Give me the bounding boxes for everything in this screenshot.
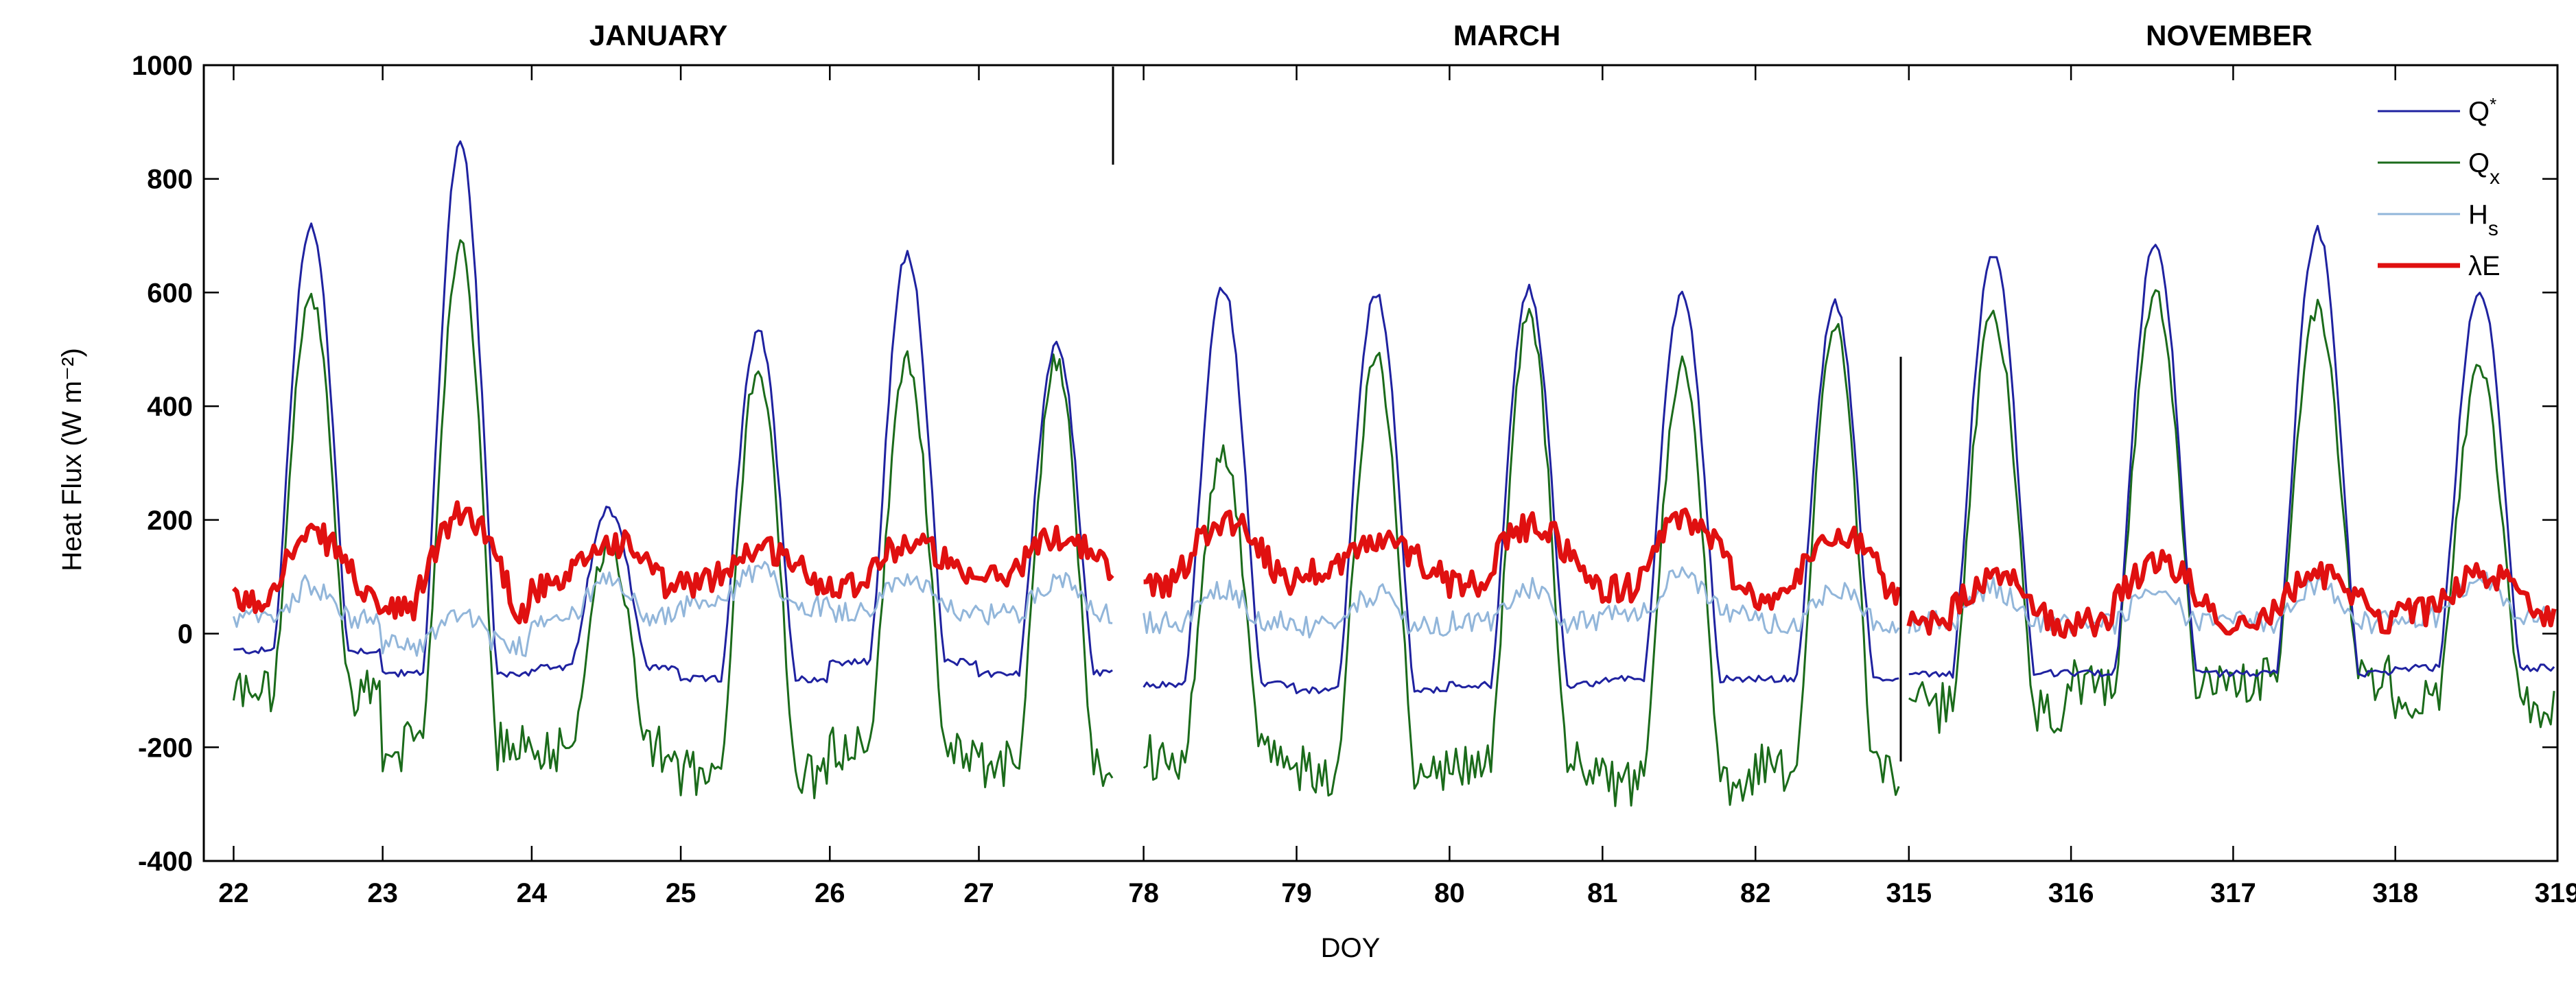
x-tick-label: 23 <box>367 878 398 908</box>
x-tick-label: 318 <box>2372 878 2418 908</box>
series-line-qstar-november <box>1908 224 2555 679</box>
x-axis-label: DOY <box>1321 933 1381 963</box>
y-axis-label: Heat Flux (W m⁻²) <box>57 348 87 571</box>
y-tick-label: -200 <box>138 733 193 763</box>
y-tick-label: 1000 <box>132 51 193 81</box>
legend-label: λE <box>2468 251 2501 281</box>
x-tick-label: 80 <box>1434 878 1465 908</box>
x-tick-label: 25 <box>666 878 696 908</box>
x-tick-label: 317 <box>2210 878 2256 908</box>
legend-label: Qx <box>2468 148 2500 189</box>
panel-title: JANUARY <box>589 19 727 51</box>
x-tick-label: 78 <box>1128 878 1159 908</box>
x-tick-label: 315 <box>1886 878 1932 908</box>
y-tick-label: 800 <box>147 165 193 195</box>
y-tick-label: 0 <box>178 619 193 650</box>
x-tick-label: 79 <box>1281 878 1312 908</box>
y-tick-label: 200 <box>147 506 193 536</box>
plot-area: 1000 800 600 400 200 0 -200 -400 JANUARY 22 23 24 25… <box>132 19 2576 908</box>
series-line-qstar-march <box>1143 283 1899 694</box>
series-line-qx-november <box>1908 289 2555 734</box>
series-line-qx-january <box>232 239 1114 799</box>
axes-frame <box>202 64 2559 862</box>
panel-title: MARCH <box>1453 19 1560 51</box>
x-tick-label: 316 <box>2048 878 2094 908</box>
x-tick-label: 24 <box>517 878 548 908</box>
series-line-qx-march <box>1143 307 1900 807</box>
legend-label: Q* <box>2468 94 2496 127</box>
series-line-qstar-january <box>233 140 1113 683</box>
series-line-hs-november <box>1908 571 2555 636</box>
series-line-le-march <box>1143 507 1901 611</box>
series-line-hs-march <box>1143 566 1900 639</box>
y-tick-label: -400 <box>138 847 193 877</box>
y-tick-label: 600 <box>147 278 193 308</box>
x-tick-label: 82 <box>1740 878 1771 908</box>
panel-title: NOVEMBER <box>2146 19 2312 51</box>
x-tick-label: 27 <box>963 878 994 908</box>
x-tick-label: 319 <box>2535 878 2576 908</box>
series-line-le-january <box>231 500 1114 625</box>
x-tick-label: 81 <box>1587 878 1618 908</box>
series-line-le-november <box>1906 549 2557 639</box>
x-tick-label: 26 <box>815 878 845 908</box>
y-tick-label: 400 <box>147 392 193 422</box>
legend: Q* Qx Hs λE <box>2378 94 2501 281</box>
legend-label: Hs <box>2468 200 2498 240</box>
series-line-hs-january <box>232 560 1113 657</box>
x-tick-label: 22 <box>218 878 249 908</box>
